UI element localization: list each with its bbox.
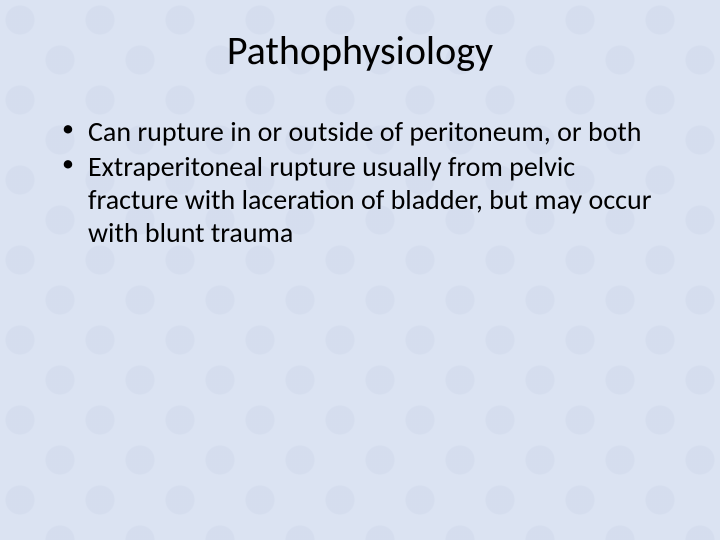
list-item: Can rupture in or outside of peritoneum,… xyxy=(58,115,652,148)
slide-title: Pathophysiology xyxy=(50,26,670,75)
list-item: Extraperitoneal rupture usually from pel… xyxy=(58,150,652,249)
bullet-list: Can rupture in or outside of peritoneum,… xyxy=(50,115,670,249)
slide: Pathophysiology Can rupture in or outsid… xyxy=(0,0,720,540)
